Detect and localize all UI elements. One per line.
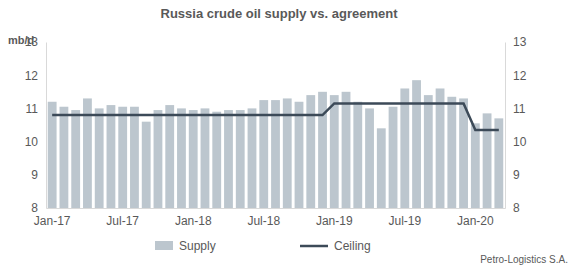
tick-label: 12: [25, 69, 39, 83]
tick-label: Jan-18: [175, 214, 212, 228]
bar: [377, 128, 386, 208]
bar: [424, 95, 433, 208]
tick: 12: [505, 69, 527, 83]
tick-label: 11: [26, 102, 39, 116]
bar: [483, 113, 492, 208]
bar: [248, 108, 257, 208]
title: Russia crude oil supply vs. agreement: [161, 6, 399, 21]
bar: [165, 105, 174, 208]
tick-label: 12: [513, 69, 527, 83]
tick-label: 11: [513, 102, 526, 116]
legend-item: Supply: [155, 239, 216, 253]
tick-label: 13: [513, 35, 527, 49]
bar: [447, 97, 456, 208]
tick-label: Jan-20: [457, 214, 494, 228]
bar: [48, 102, 57, 208]
tick: 10: [25, 135, 46, 149]
tick-label: 13: [25, 35, 39, 49]
tick: Jul-18: [247, 208, 280, 228]
tick-label: 9: [513, 168, 520, 182]
tick-label: Jul-18: [247, 214, 280, 228]
legend-swatch: [155, 241, 173, 250]
legend: Supply Ceiling: [155, 239, 371, 253]
tick: Jan-19: [316, 208, 353, 228]
tick: 12: [25, 69, 46, 83]
bar: [224, 110, 233, 208]
bar: [306, 95, 315, 208]
bar: [60, 107, 69, 208]
legend-swatch: [300, 245, 328, 248]
bar: [95, 108, 104, 208]
legend-label: Supply: [179, 239, 216, 253]
plot-area: [48, 80, 503, 208]
legend-item: Ceiling: [300, 239, 371, 253]
tick: 8: [505, 201, 520, 215]
bar: [177, 108, 186, 208]
bar: [342, 92, 351, 208]
bar: [318, 92, 327, 208]
tick-label: 10: [25, 135, 39, 149]
bar: [118, 107, 127, 208]
y2-axis: 8 9 10 11 12 13: [505, 35, 527, 215]
tick-label: 9: [31, 168, 38, 182]
tick: 13: [505, 35, 527, 49]
bar: [154, 110, 163, 208]
tick: 9: [31, 168, 46, 182]
chart: Russia crude oil supply vs. agreementmb/…: [0, 0, 574, 269]
bar: [353, 102, 362, 208]
axis-line: [46, 43, 47, 209]
bar: [295, 102, 304, 208]
bar: [236, 110, 245, 208]
tick-label: 8: [513, 201, 520, 215]
bar: [412, 80, 421, 208]
bar: [471, 123, 480, 208]
tick-label: Jan-19: [316, 214, 353, 228]
tick-label: Jul-17: [106, 214, 139, 228]
bar: [130, 107, 139, 208]
bar: [436, 88, 445, 208]
bar: [71, 110, 80, 208]
axis-line: [505, 43, 506, 209]
bar: [494, 118, 503, 208]
axis-line: [47, 208, 506, 209]
tick: Jan-17: [34, 208, 71, 228]
tick: Jul-17: [106, 208, 139, 228]
bar: [201, 108, 210, 208]
tick-label: Jan-17: [34, 214, 71, 228]
tick: 9: [505, 168, 520, 182]
bar: [189, 110, 198, 208]
tick: Jan-20: [457, 208, 494, 228]
tick: 11: [26, 102, 46, 116]
source: Petro-Logistics S.A.: [480, 254, 568, 265]
legend-label: Ceiling: [334, 239, 371, 253]
tick: 10: [505, 135, 527, 149]
y-axis: 8910111213: [25, 35, 47, 215]
tick: 11: [505, 102, 526, 116]
bar: [107, 105, 116, 208]
tick: 13: [25, 35, 46, 49]
bar: [330, 95, 339, 208]
bar: [389, 107, 398, 208]
tick: Jul-19: [388, 208, 421, 228]
tick-label: 10: [513, 135, 527, 149]
x-axis: Jan-17 Jul-17 Jan-18 Jul-18 Jan-19 Jul-19 Jan-…: [34, 208, 506, 228]
bar: [212, 112, 221, 208]
tick-label: Jul-19: [388, 214, 421, 228]
bar: [459, 98, 468, 208]
bar: [400, 88, 409, 208]
bar: [142, 122, 151, 208]
bar: [365, 108, 374, 208]
line: [52, 103, 499, 130]
tick: Jan-18: [175, 208, 212, 228]
